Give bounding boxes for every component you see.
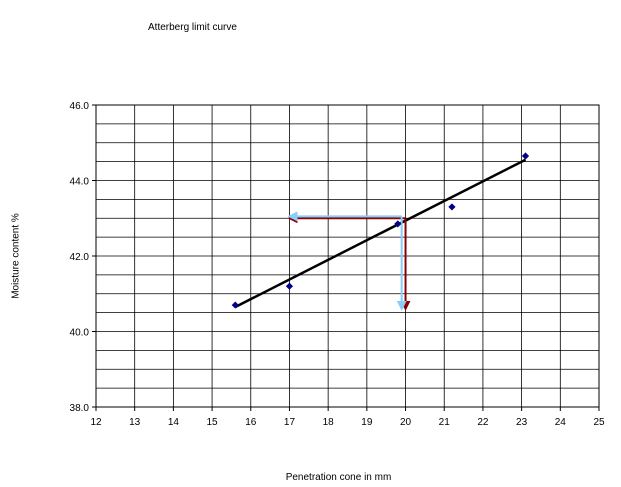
y-tick-label: 44.0 xyxy=(70,177,90,188)
data-point xyxy=(231,301,239,309)
x-tick-label: 25 xyxy=(593,417,605,428)
x-tick-label: 23 xyxy=(516,417,528,428)
x-tick-label: 17 xyxy=(284,417,296,428)
x-tick-label: 15 xyxy=(207,417,219,428)
x-tick-label: 24 xyxy=(555,417,567,428)
y-tick-label: 38.0 xyxy=(70,403,90,414)
x-tick-label: 14 xyxy=(168,417,180,428)
data-point xyxy=(448,203,456,211)
x-tick-label: 20 xyxy=(400,417,412,428)
y-tick-label: 42.0 xyxy=(70,252,90,263)
x-tick-label: 18 xyxy=(323,417,335,428)
data-point xyxy=(394,220,402,228)
x-tick-label: 16 xyxy=(245,417,257,428)
chart-title: Atterberg limit curve xyxy=(148,22,237,33)
y-tick-label: 40.0 xyxy=(70,328,90,339)
x-tick-label: 21 xyxy=(439,417,451,428)
y-tick-label: 46.0 xyxy=(70,101,90,112)
data-point xyxy=(521,152,530,160)
x-tick-label: 13 xyxy=(129,417,141,428)
x-tick-label: 22 xyxy=(477,417,489,428)
x-tick-label: 19 xyxy=(361,417,373,428)
trendline xyxy=(234,158,527,309)
x-tick-label: 12 xyxy=(90,417,102,428)
x-axis-label: Penetration cone in mm xyxy=(285,472,392,483)
data-point xyxy=(285,282,294,290)
